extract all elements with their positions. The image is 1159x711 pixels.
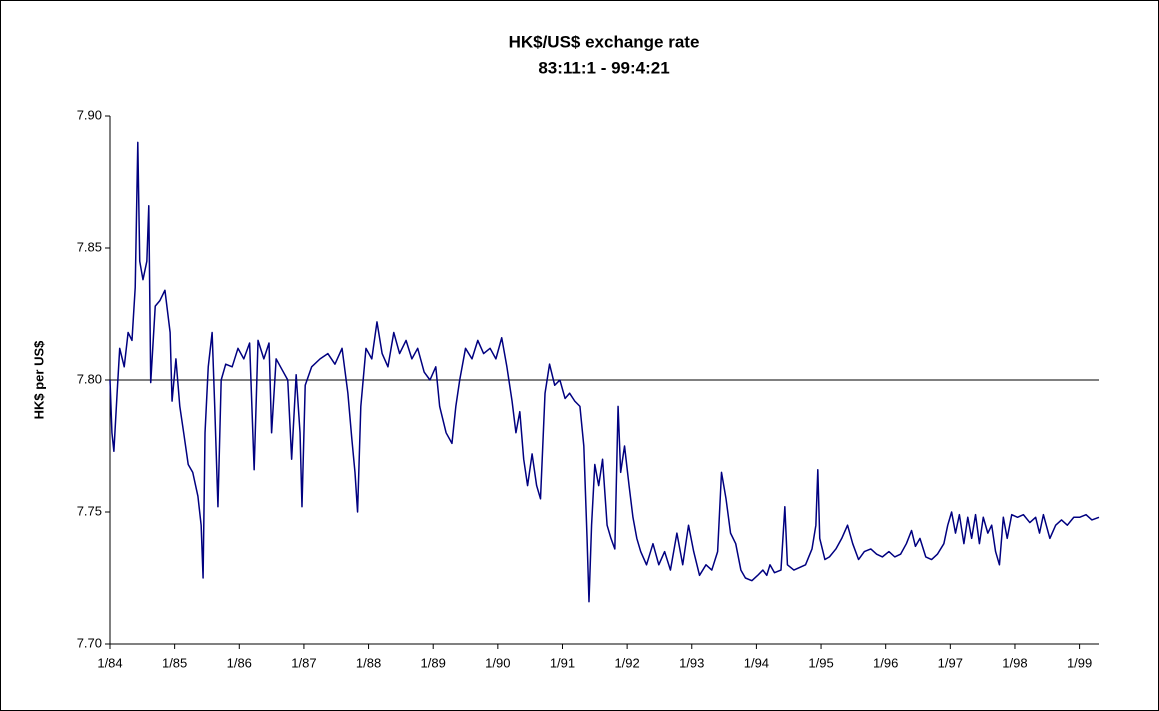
x-tick-label: 1/91: [550, 655, 575, 670]
x-tick-label: 1/90: [485, 655, 510, 670]
x-tick-label: 1/86: [227, 655, 252, 670]
x-tick-label: 1/93: [679, 655, 704, 670]
y-tick-label: 7.90: [77, 107, 102, 122]
x-tick-label: 1/92: [614, 655, 639, 670]
x-tick-label: 1/95: [808, 655, 833, 670]
chart-subtitle: 83:11:1 - 99:4:21: [538, 58, 669, 77]
x-tick-label: 1/84: [97, 655, 122, 670]
chart-title: HK$/US$ exchange rate: [509, 32, 700, 51]
data-line: [109, 141, 1100, 603]
y-tick-label: 7.80: [77, 371, 102, 386]
x-tick-label: 1/96: [873, 655, 898, 670]
x-tick-label: 1/97: [938, 655, 963, 670]
x-tick-label: 1/89: [421, 655, 446, 670]
y-tick-label: 7.70: [77, 635, 102, 650]
x-tick-label: 1/88: [356, 655, 381, 670]
y-axis-title: HK$ per US$: [31, 340, 46, 420]
x-tick-label: 1/85: [162, 655, 187, 670]
x-tick-label: 1/98: [1002, 655, 1027, 670]
y-tick-label: 7.85: [77, 239, 102, 254]
x-tick-label: 1/87: [291, 655, 316, 670]
x-tick-label: 1/94: [744, 655, 769, 670]
y-tick-label: 7.75: [77, 503, 102, 518]
x-tick-label: 1/99: [1067, 655, 1092, 670]
